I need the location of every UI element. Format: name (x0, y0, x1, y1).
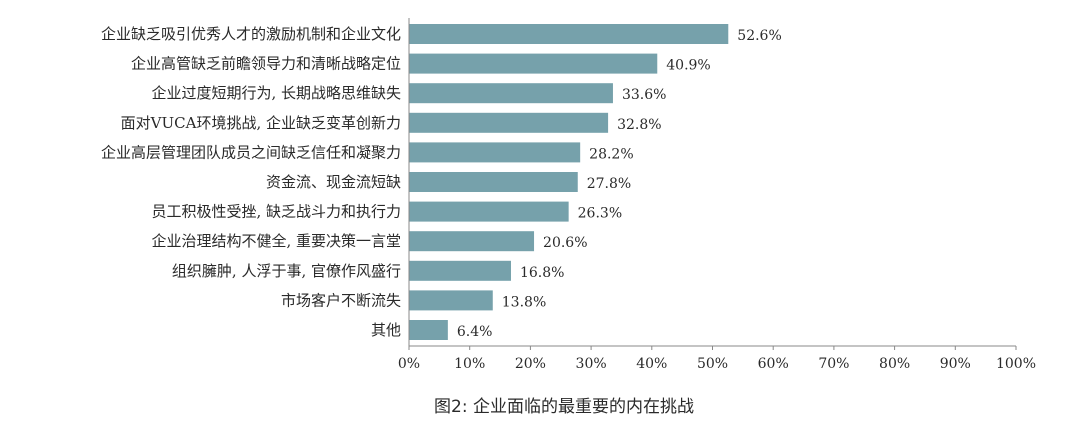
bar (409, 172, 578, 192)
bar (409, 231, 535, 252)
category-label: 企业缺乏吸引优秀人才的激励机制和企业文化 (101, 25, 401, 43)
value-label: 27.8% (587, 176, 631, 192)
x-tick-label: 20% (515, 356, 546, 372)
x-tick-label: 40% (636, 356, 667, 372)
value-label: 16.8% (520, 265, 564, 281)
value-label: 26.3% (578, 206, 622, 222)
bar (409, 320, 448, 340)
value-label: 28.2% (589, 146, 633, 162)
x-tick-label: 70% (818, 356, 849, 372)
value-label: 52.6% (737, 28, 781, 44)
value-label: 33.6% (622, 87, 666, 103)
category-label: 企业高层管理团队成员之间缺乏信任和凝聚力 (101, 143, 401, 161)
bar (409, 83, 613, 104)
category-label: 员工积极性受挫, 缺乏战斗力和执行力 (151, 203, 401, 221)
bar (409, 260, 511, 281)
chart-caption: 图2: 企业面临的最重要的内在挑战 (434, 397, 694, 417)
value-label: 20.6% (543, 235, 587, 251)
x-tick-label: 100% (996, 356, 1036, 372)
x-tick-label: 30% (576, 356, 607, 372)
value-label: 13.8% (502, 294, 546, 310)
bar (409, 53, 658, 74)
bar (409, 142, 581, 163)
category-label: 其他 (371, 321, 401, 339)
value-label: 40.9% (666, 58, 710, 74)
bar (409, 112, 609, 133)
category-label: 组织臃肿, 人浮于事, 官僚作风盛行 (172, 262, 401, 280)
value-label: 32.8% (617, 117, 661, 133)
bar (409, 290, 493, 311)
x-tick-label: 50% (697, 356, 728, 372)
category-label: 资金流、现金流短缺 (266, 173, 401, 191)
x-tick-label: 80% (879, 356, 910, 372)
bar-chart: 企业缺乏吸引优秀人才的激励机制和企业文化 52.6% 企业高管缺乏前瞻领导力和清晰战… (101, 18, 1036, 372)
category-label: 企业过度短期行为, 长期战略思维缺失 (151, 84, 401, 102)
x-tick-label: 0% (398, 356, 420, 372)
category-label: 市场客户不断流失 (281, 291, 401, 309)
bar (409, 24, 729, 44)
category-label: 面对VUCA环境挑战, 企业缺乏变革创新力 (121, 114, 401, 132)
bar (409, 201, 569, 222)
value-label: 6.4% (457, 324, 493, 340)
x-tick-label: 60% (758, 356, 789, 372)
category-label: 企业高管缺乏前瞻领导力和清晰战略定位 (131, 55, 401, 73)
x-tick-label: 90% (940, 356, 971, 372)
category-label: 企业治理结构不健全, 重要决策一言堂 (151, 232, 401, 250)
x-tick-label: 10% (454, 356, 485, 372)
